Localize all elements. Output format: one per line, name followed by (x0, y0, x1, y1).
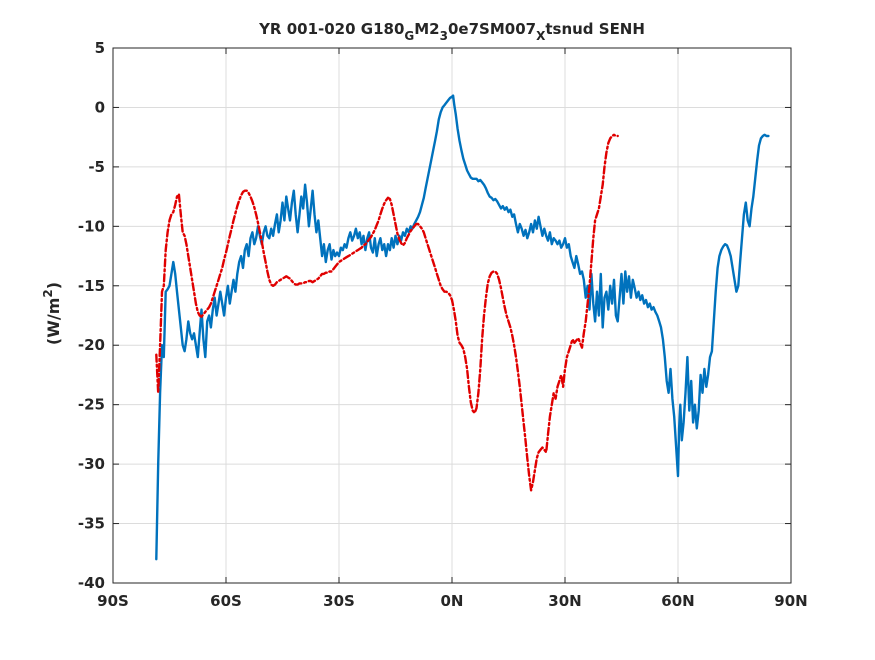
y-tick-label: 5 (95, 39, 105, 57)
x-tick-label: 90S (97, 592, 129, 610)
y-tick-label: -15 (78, 277, 105, 295)
y-tick-label: -10 (78, 217, 105, 235)
title-segment: M2 (414, 20, 439, 38)
title-segment: YR 001-020 G180 (258, 20, 404, 38)
y-axis-label-base: (W/m (44, 298, 63, 345)
y-tick-label: -40 (78, 574, 105, 592)
title-subscript: G (404, 29, 414, 43)
title-subscript: 3 (440, 29, 448, 43)
x-tick-label: 60N (661, 592, 694, 610)
y-tick-label: 0 (95, 98, 105, 116)
y-axis-label-end: ) (44, 282, 63, 289)
y-tick-label: -35 (78, 515, 105, 533)
series-line-2 (155, 133, 619, 492)
y-tick-label: -25 (78, 396, 105, 414)
title-segment: 0e7SM007 (448, 20, 536, 38)
x-tick-label: 60S (210, 592, 242, 610)
title-subscript: X (536, 29, 546, 43)
x-tick-label: 0N (441, 592, 464, 610)
x-axis-tick-labels: 90S 60S 30S 0N 30N 60N 90N (97, 592, 808, 610)
chart-title: YR 001-020 G180GM230e7SM007Xtsnud SENH (258, 20, 645, 43)
y-tick-label: -30 (78, 455, 105, 473)
x-tick-label: 90N (774, 592, 807, 610)
y-axis-tick-labels: 5 0 -5 -10 -15 -20 -25 -30 -35 -40 (78, 39, 105, 592)
y-axis-label: (W/m2) (41, 282, 63, 345)
x-tick-label: 30N (548, 592, 581, 610)
axis-ticks (112, 47, 792, 584)
y-tick-label: -20 (78, 336, 105, 354)
title-segment: tsnud SENH (545, 20, 645, 38)
y-tick-label: -5 (88, 158, 105, 176)
series-group (155, 94, 770, 561)
y-axis-label-superscript: 2 (41, 289, 55, 297)
x-tick-label: 30S (323, 592, 355, 610)
